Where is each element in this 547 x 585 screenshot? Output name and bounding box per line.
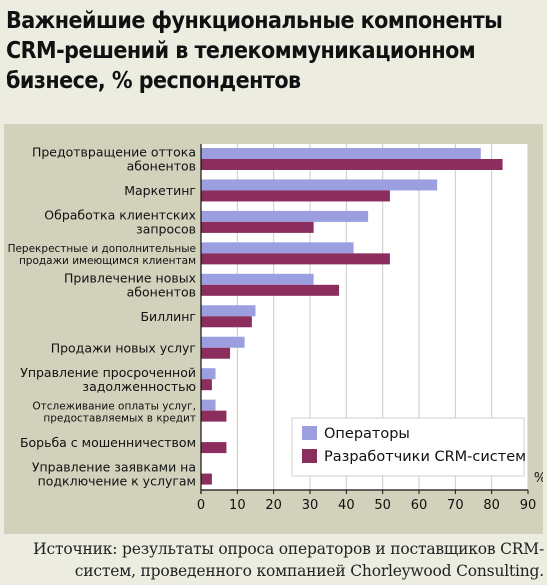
x-unit-label: % <box>534 471 543 486</box>
chart-title: Важнейшие функциональные компоненты CRM-… <box>6 6 542 96</box>
x-tick-label-7: 70 <box>447 498 464 513</box>
category-label-5: Биллинг <box>140 309 196 324</box>
bar-operators-4 <box>201 273 314 285</box>
bar-developers-1 <box>201 190 390 202</box>
bar-operators-7 <box>201 368 216 380</box>
bar-operators-3 <box>201 242 354 254</box>
category-label-0: Предотвращение оттока абонентов <box>32 145 196 174</box>
category-label-1: Маркетинг <box>124 183 196 198</box>
x-tick-label-2: 20 <box>265 498 282 513</box>
bar-developers-6 <box>201 347 231 359</box>
category-label-3: Перекрестные и дополнительные продажи име… <box>8 243 196 267</box>
title-line-1: Важнейшие функциональные компоненты <box>6 8 503 34</box>
bar-developers-2 <box>201 221 314 233</box>
bar-operators-5 <box>201 305 256 317</box>
bar-operators-1 <box>201 179 438 191</box>
legend-label-developers: Разработчики CRM-систем <box>324 449 526 465</box>
category-label-10: Управление заявками на подключение к услу… <box>32 459 196 488</box>
legend-label-operators: Операторы <box>324 426 410 442</box>
bar-operators-6 <box>201 336 245 348</box>
legend-swatch-developers <box>302 449 317 463</box>
title-line-3: бизнесе, % респондентов <box>6 68 301 94</box>
x-tick-label-9: 90 <box>520 498 537 513</box>
x-tick-label-8: 80 <box>483 498 500 513</box>
x-tick-label-1: 10 <box>229 498 246 513</box>
bar-developers-0 <box>201 159 503 170</box>
bar-developers-9 <box>201 442 227 454</box>
category-label-8: Отслеживание оплаты услуг, предоставляемы… <box>32 400 196 424</box>
bar-developers-4 <box>201 284 340 296</box>
title-line-2: CRM-решений в телекоммуникационном <box>6 38 476 64</box>
bar-developers-8 <box>201 410 227 422</box>
legend-swatch-operators <box>302 426 317 440</box>
legend-box <box>291 417 525 477</box>
chart-panel: Предотвращение оттока абонентов Маркетинг О… <box>4 124 543 534</box>
bar-operators-8 <box>201 399 216 411</box>
category-label-9: Борьба с мошенничеством <box>20 435 196 450</box>
category-label-2: Обработка клиентских запросов <box>44 208 196 237</box>
bar-operators-2 <box>201 210 369 222</box>
bar-chart: Предотвращение оттока абонентов Маркетинг О… <box>8 144 543 513</box>
category-label-7: Управление просроченной задолженностью <box>20 365 196 394</box>
x-tick-label-5: 50 <box>374 498 391 513</box>
x-tick-label-0: 0 <box>197 498 205 513</box>
category-label-4: Привлечение новых абонентов <box>64 271 196 300</box>
bar-developers-10 <box>201 473 212 485</box>
bar-developers-3 <box>201 253 390 265</box>
category-label-6: Продажи новых услуг <box>51 340 196 355</box>
bar-developers-7 <box>201 379 212 391</box>
bar-operators-0 <box>201 148 481 159</box>
x-tick-label-3: 30 <box>302 498 319 513</box>
bar-developers-5 <box>201 316 252 328</box>
x-tick-label-6: 60 <box>411 498 428 513</box>
source-note: Источник: результаты опроса операторов и… <box>33 540 544 580</box>
x-tick-label-4: 40 <box>338 498 355 513</box>
